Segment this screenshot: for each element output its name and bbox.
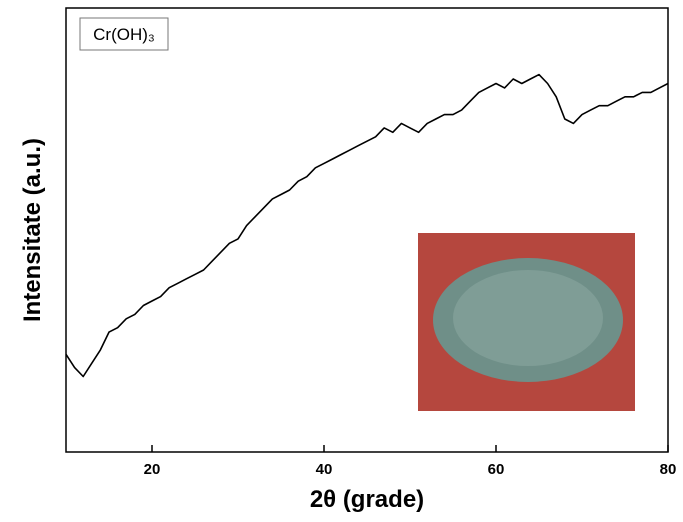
data-line [65,73,669,378]
photo-powder-highlight [453,270,603,366]
annotation-box [79,17,169,51]
x-tick-label: 20 [144,461,161,478]
x-tick-label: 80 [660,461,677,478]
x-tick-label: 60 [488,461,505,478]
y-axis-label: Intensitate (a.u.) [19,138,46,322]
x-axis-label: 2θ (grade) [310,486,424,513]
inset-photo [418,233,635,411]
annotation: Cr(OH)₃ [93,25,155,44]
x-tick-label: 40 [316,461,333,478]
plot-frame [65,7,669,453]
